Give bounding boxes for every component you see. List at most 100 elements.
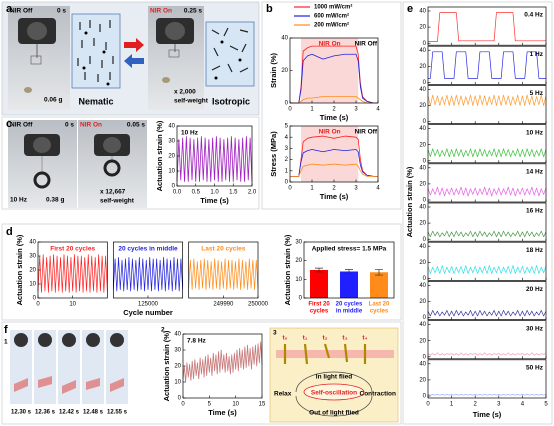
y-tick-label: 20 xyxy=(419,260,426,266)
series-label: 30 Hz xyxy=(526,325,544,332)
y-tick-label: 20 xyxy=(419,377,426,383)
nematic-diagram xyxy=(71,13,121,89)
series-label: 20 Hz xyxy=(526,286,544,293)
ring-weight xyxy=(103,159,121,177)
x-tick-label: 1.0 xyxy=(210,190,219,196)
x-tick-label: 0 xyxy=(288,107,292,113)
x-tick-label: 2 xyxy=(332,186,336,192)
x-tick-label: First 20 xyxy=(308,302,330,308)
mechanism-box xyxy=(269,327,399,423)
y-tick-label: 10 xyxy=(29,282,36,288)
plot-frame xyxy=(427,359,547,399)
x-tick-label: cycles xyxy=(370,309,389,315)
x-tick-label: 2 xyxy=(474,402,478,408)
frequency-label: 10 Hz xyxy=(10,197,28,204)
series-label: 10 Hz xyxy=(526,129,544,136)
y-tick-label: 40 xyxy=(419,283,426,289)
y-tick-label: 3 xyxy=(285,146,289,152)
y-tick-label: 5 xyxy=(285,124,289,130)
y-tick-label: 0 xyxy=(423,41,427,47)
x-axis-label: Time (s) xyxy=(320,113,349,122)
x-tick-label: 1.5 xyxy=(229,190,238,196)
data-line xyxy=(427,186,547,197)
data-line xyxy=(188,258,259,290)
x-tick-label: cycles xyxy=(310,309,329,315)
panel-label: f xyxy=(4,324,8,336)
nir-state: NIR Off xyxy=(10,122,33,129)
error-bar xyxy=(315,267,323,273)
data-line xyxy=(290,135,378,177)
x-tick-label: Last 20 xyxy=(369,302,390,308)
nir-on-region xyxy=(301,38,359,103)
data-line xyxy=(427,265,547,274)
x-axis-label: Time (s) xyxy=(208,408,237,417)
frame-time: 12.42 s xyxy=(59,410,80,416)
y-tick-label: 20 xyxy=(419,221,426,227)
y-axis-label: Strain (%) xyxy=(269,53,278,89)
load-note: self-weight xyxy=(100,198,135,205)
x-tick-label: 3 xyxy=(354,107,358,113)
x-tick-label: 4 xyxy=(376,107,380,113)
load-label: x 12,667 xyxy=(100,189,126,196)
sub-label: 1 xyxy=(4,339,8,346)
isotropic-diagram xyxy=(205,21,255,87)
data-line xyxy=(427,230,547,238)
y-tick-label: 20 xyxy=(419,338,426,344)
cycle-oval xyxy=(303,383,365,401)
time-stamp: 0.05 s xyxy=(127,122,145,129)
series-label: 18 Hz xyxy=(526,247,544,254)
x-tick-label: 10 xyxy=(232,402,239,408)
data-line xyxy=(112,257,184,292)
data-line xyxy=(37,254,108,293)
x-tick-label: 4 xyxy=(521,402,525,408)
weight xyxy=(162,77,170,83)
data-line xyxy=(182,341,263,383)
y-tick-label: 20 xyxy=(419,142,426,148)
plot-frame xyxy=(427,85,547,124)
plot-frame xyxy=(427,281,547,320)
y-tick-label: 20 xyxy=(168,154,175,160)
time-stamp: 0 s xyxy=(65,122,74,129)
y-tick-label: 40 xyxy=(419,9,426,15)
bar xyxy=(370,272,388,298)
series-label: 0.4 Hz xyxy=(524,12,544,19)
plot-frame xyxy=(427,320,547,360)
frame-time: 12.30 s xyxy=(11,410,32,416)
y-tick-label: 10 xyxy=(295,277,302,283)
panel-c-frame xyxy=(1,116,260,210)
bar xyxy=(310,270,328,298)
y-tick-label: 40 xyxy=(419,126,426,132)
y-tick-label: 4 xyxy=(285,135,289,141)
y-tick-label: 40 xyxy=(419,244,426,250)
data-line xyxy=(428,51,546,79)
y-axis-label: Actuation strain (%) xyxy=(15,234,24,305)
x-axis-label: Time (s) xyxy=(320,192,349,201)
cool-arrow xyxy=(124,54,144,68)
x-tick-label: 4 xyxy=(376,186,380,192)
error-bar xyxy=(375,269,383,276)
contraction-label: Contraction xyxy=(360,391,397,398)
panel-note: 10 Hz xyxy=(181,130,199,137)
x-tick-label: 5 xyxy=(208,402,212,408)
phase-label: Nematic xyxy=(78,96,113,106)
series-label: 14 Hz xyxy=(526,169,544,176)
time-stamp: 0 s xyxy=(57,8,66,15)
nir-state: NIR On xyxy=(150,8,172,15)
clamp-face xyxy=(33,137,51,153)
fiber-states xyxy=(283,343,367,365)
weight-label: 0.06 g xyxy=(44,97,62,104)
x-tick-label: 5 xyxy=(544,402,548,408)
y-tick-label: 0 xyxy=(423,158,427,164)
y-tick-label: 30 xyxy=(29,254,36,260)
y-tick-label: 0 xyxy=(423,276,427,282)
y-tick-label: 0 xyxy=(423,198,427,204)
series-label: First 20 cycles xyxy=(50,246,95,253)
y-tick-label: 10 xyxy=(174,380,181,386)
nir-state: NIR Off xyxy=(10,8,33,15)
y-tick-label: 40 xyxy=(174,332,181,338)
y-axis-label: Actuation strain (%) xyxy=(162,330,171,401)
x-tick-label: 1 xyxy=(310,107,314,113)
y-tick-label: 0 xyxy=(423,315,427,321)
x-tick-label: 250000 xyxy=(248,302,269,308)
